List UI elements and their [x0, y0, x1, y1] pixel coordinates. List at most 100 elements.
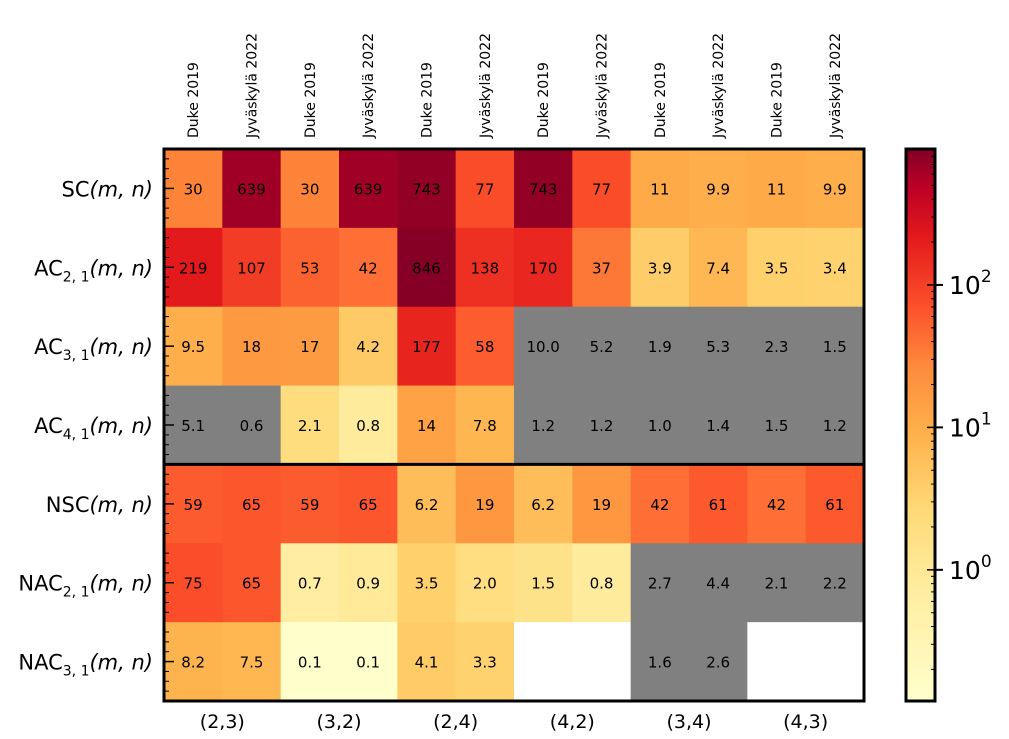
- heatmap-cell: [222, 385, 282, 466]
- heatmap-cell: [397, 306, 457, 387]
- heatmap-cell: [630, 385, 690, 466]
- heatmap-cell: [572, 464, 632, 544]
- column-label: Jyväskylä 2022: [828, 33, 844, 139]
- heatmap-cell: [630, 543, 690, 623]
- cell-value-label: 1.4: [706, 417, 730, 435]
- heatmap-cell: [397, 149, 457, 229]
- heatmap-cell: [222, 622, 282, 702]
- cell-value-label: 77: [475, 180, 494, 198]
- heatmap-cell: [339, 385, 398, 466]
- cell-value-label: 2.7: [648, 575, 672, 593]
- cell-value-label: 0.7: [298, 575, 322, 593]
- cell-value-label: 3.3: [473, 654, 497, 672]
- cell-value-label: 3.5: [765, 259, 789, 277]
- heatmap-cell: [339, 622, 398, 702]
- heatmap-cell: [689, 385, 748, 466]
- heatmap-cell: [630, 149, 690, 229]
- heatmap-cell: [455, 149, 515, 229]
- cell-value-label: 2.1: [765, 575, 789, 593]
- column-label: Duke 2019: [420, 62, 436, 138]
- heatmap-cell: [455, 306, 515, 387]
- cell-value-label: 4.1: [415, 654, 439, 672]
- group-label: (3,4): [666, 711, 711, 733]
- cell-value-label: 9.9: [706, 180, 730, 198]
- column-label: Duke 2019: [186, 62, 202, 138]
- heatmap-cell: [747, 385, 807, 466]
- group-label: (4,3): [783, 711, 828, 733]
- heatmap-cell: [572, 622, 632, 702]
- heatmap-cell: [747, 543, 807, 623]
- cell-value-label: 65: [242, 575, 261, 593]
- colorbar: 100 101 102: [904, 147, 992, 703]
- cell-value-label: 639: [354, 180, 383, 198]
- heatmap-cell: [455, 227, 515, 308]
- row-label: AC4, 1(m, n): [34, 414, 153, 443]
- group-label: (3,2): [316, 711, 361, 733]
- cell-value-label: 8.2: [181, 654, 205, 672]
- heatmap-cell: [689, 622, 748, 702]
- cell-value-label: 4.4: [706, 575, 730, 593]
- cell-value-label: 61: [825, 496, 844, 514]
- heatmap-cell: [805, 543, 865, 623]
- cell-value-label: 5.3: [706, 338, 730, 356]
- cell-value-label: 11: [767, 180, 786, 198]
- heatmap-cell: [397, 464, 457, 544]
- cell-value-label: 2.6: [706, 654, 730, 672]
- cell-value-label: 0.8: [590, 575, 614, 593]
- cell-value-label: 0.1: [356, 654, 380, 672]
- heatmap-cell: [280, 622, 340, 702]
- heatmap-cell: [455, 464, 515, 544]
- colorbar-tick-label: 100: [949, 552, 992, 585]
- cell-value-label: 10.0: [526, 338, 559, 356]
- heatmap-cell: [514, 464, 573, 544]
- cell-value-label: 3.4: [823, 259, 847, 277]
- heatmap-cell: [339, 543, 398, 623]
- cell-value-label: 2.0: [473, 575, 497, 593]
- cell-value-label: 1.5: [765, 417, 789, 435]
- heatmap-cell: [805, 306, 865, 387]
- cell-value-label: 53: [300, 259, 319, 277]
- row-label: NAC3, 1(m, n): [18, 651, 153, 680]
- heatmap-cell: [805, 149, 865, 229]
- heatmap-cell: [280, 149, 340, 229]
- cell-value-label: 0.6: [240, 417, 264, 435]
- heatmap-cell: [397, 227, 457, 308]
- column-label: Duke 2019: [653, 62, 669, 138]
- group-label: (4,2): [550, 711, 595, 733]
- row-label: NSC(m, n): [46, 493, 153, 517]
- cell-value-label: 1.5: [531, 575, 555, 593]
- cell-value-label: 2.3: [765, 338, 789, 356]
- row-label: NAC2, 1(m, n): [18, 572, 153, 601]
- heatmap-cell: [222, 543, 282, 623]
- cell-value-label: 170: [529, 259, 558, 277]
- heatmap-cell: [630, 227, 690, 308]
- heatmap-cell: [747, 622, 807, 702]
- cell-value-label: 1.0: [648, 417, 672, 435]
- heatmap-cell: [689, 464, 748, 544]
- group-label: (2,4): [433, 711, 478, 733]
- row-label: SC(m, n): [61, 177, 153, 201]
- heatmap-cell: [222, 306, 282, 387]
- cell-value-label: 1.5: [823, 338, 847, 356]
- cell-value-label: 42: [359, 259, 378, 277]
- cell-value-label: 37: [592, 259, 611, 277]
- heatmap-cell: [572, 227, 632, 308]
- heatmap-cell: [222, 149, 282, 229]
- cell-value-labels: 30 639 30 639 743 77 743 77 11 9.9 11 9.9 219 107 53 42…: [179, 180, 847, 671]
- cell-value-label: 6.2: [531, 496, 555, 514]
- cell-value-label: 18: [242, 338, 261, 356]
- cell-value-label: 5.2: [590, 338, 614, 356]
- cell-value-label: 0.9: [356, 575, 380, 593]
- cell-value-label: 5.1: [181, 417, 205, 435]
- column-label: Jyväskylä 2022: [595, 33, 611, 139]
- heatmap-cell: [397, 385, 457, 466]
- cell-value-label: 7.4: [706, 259, 730, 277]
- heatmap-cell: [805, 622, 865, 702]
- column-label: Duke 2019: [536, 62, 552, 138]
- cell-value-label: 3.5: [415, 575, 439, 593]
- cell-value-label: 2.1: [298, 417, 322, 435]
- column-label: Jyväskylä 2022: [361, 33, 377, 139]
- cell-value-label: 11: [650, 180, 669, 198]
- heatmap-cell: [747, 306, 807, 387]
- heatmap-cell: [805, 464, 865, 544]
